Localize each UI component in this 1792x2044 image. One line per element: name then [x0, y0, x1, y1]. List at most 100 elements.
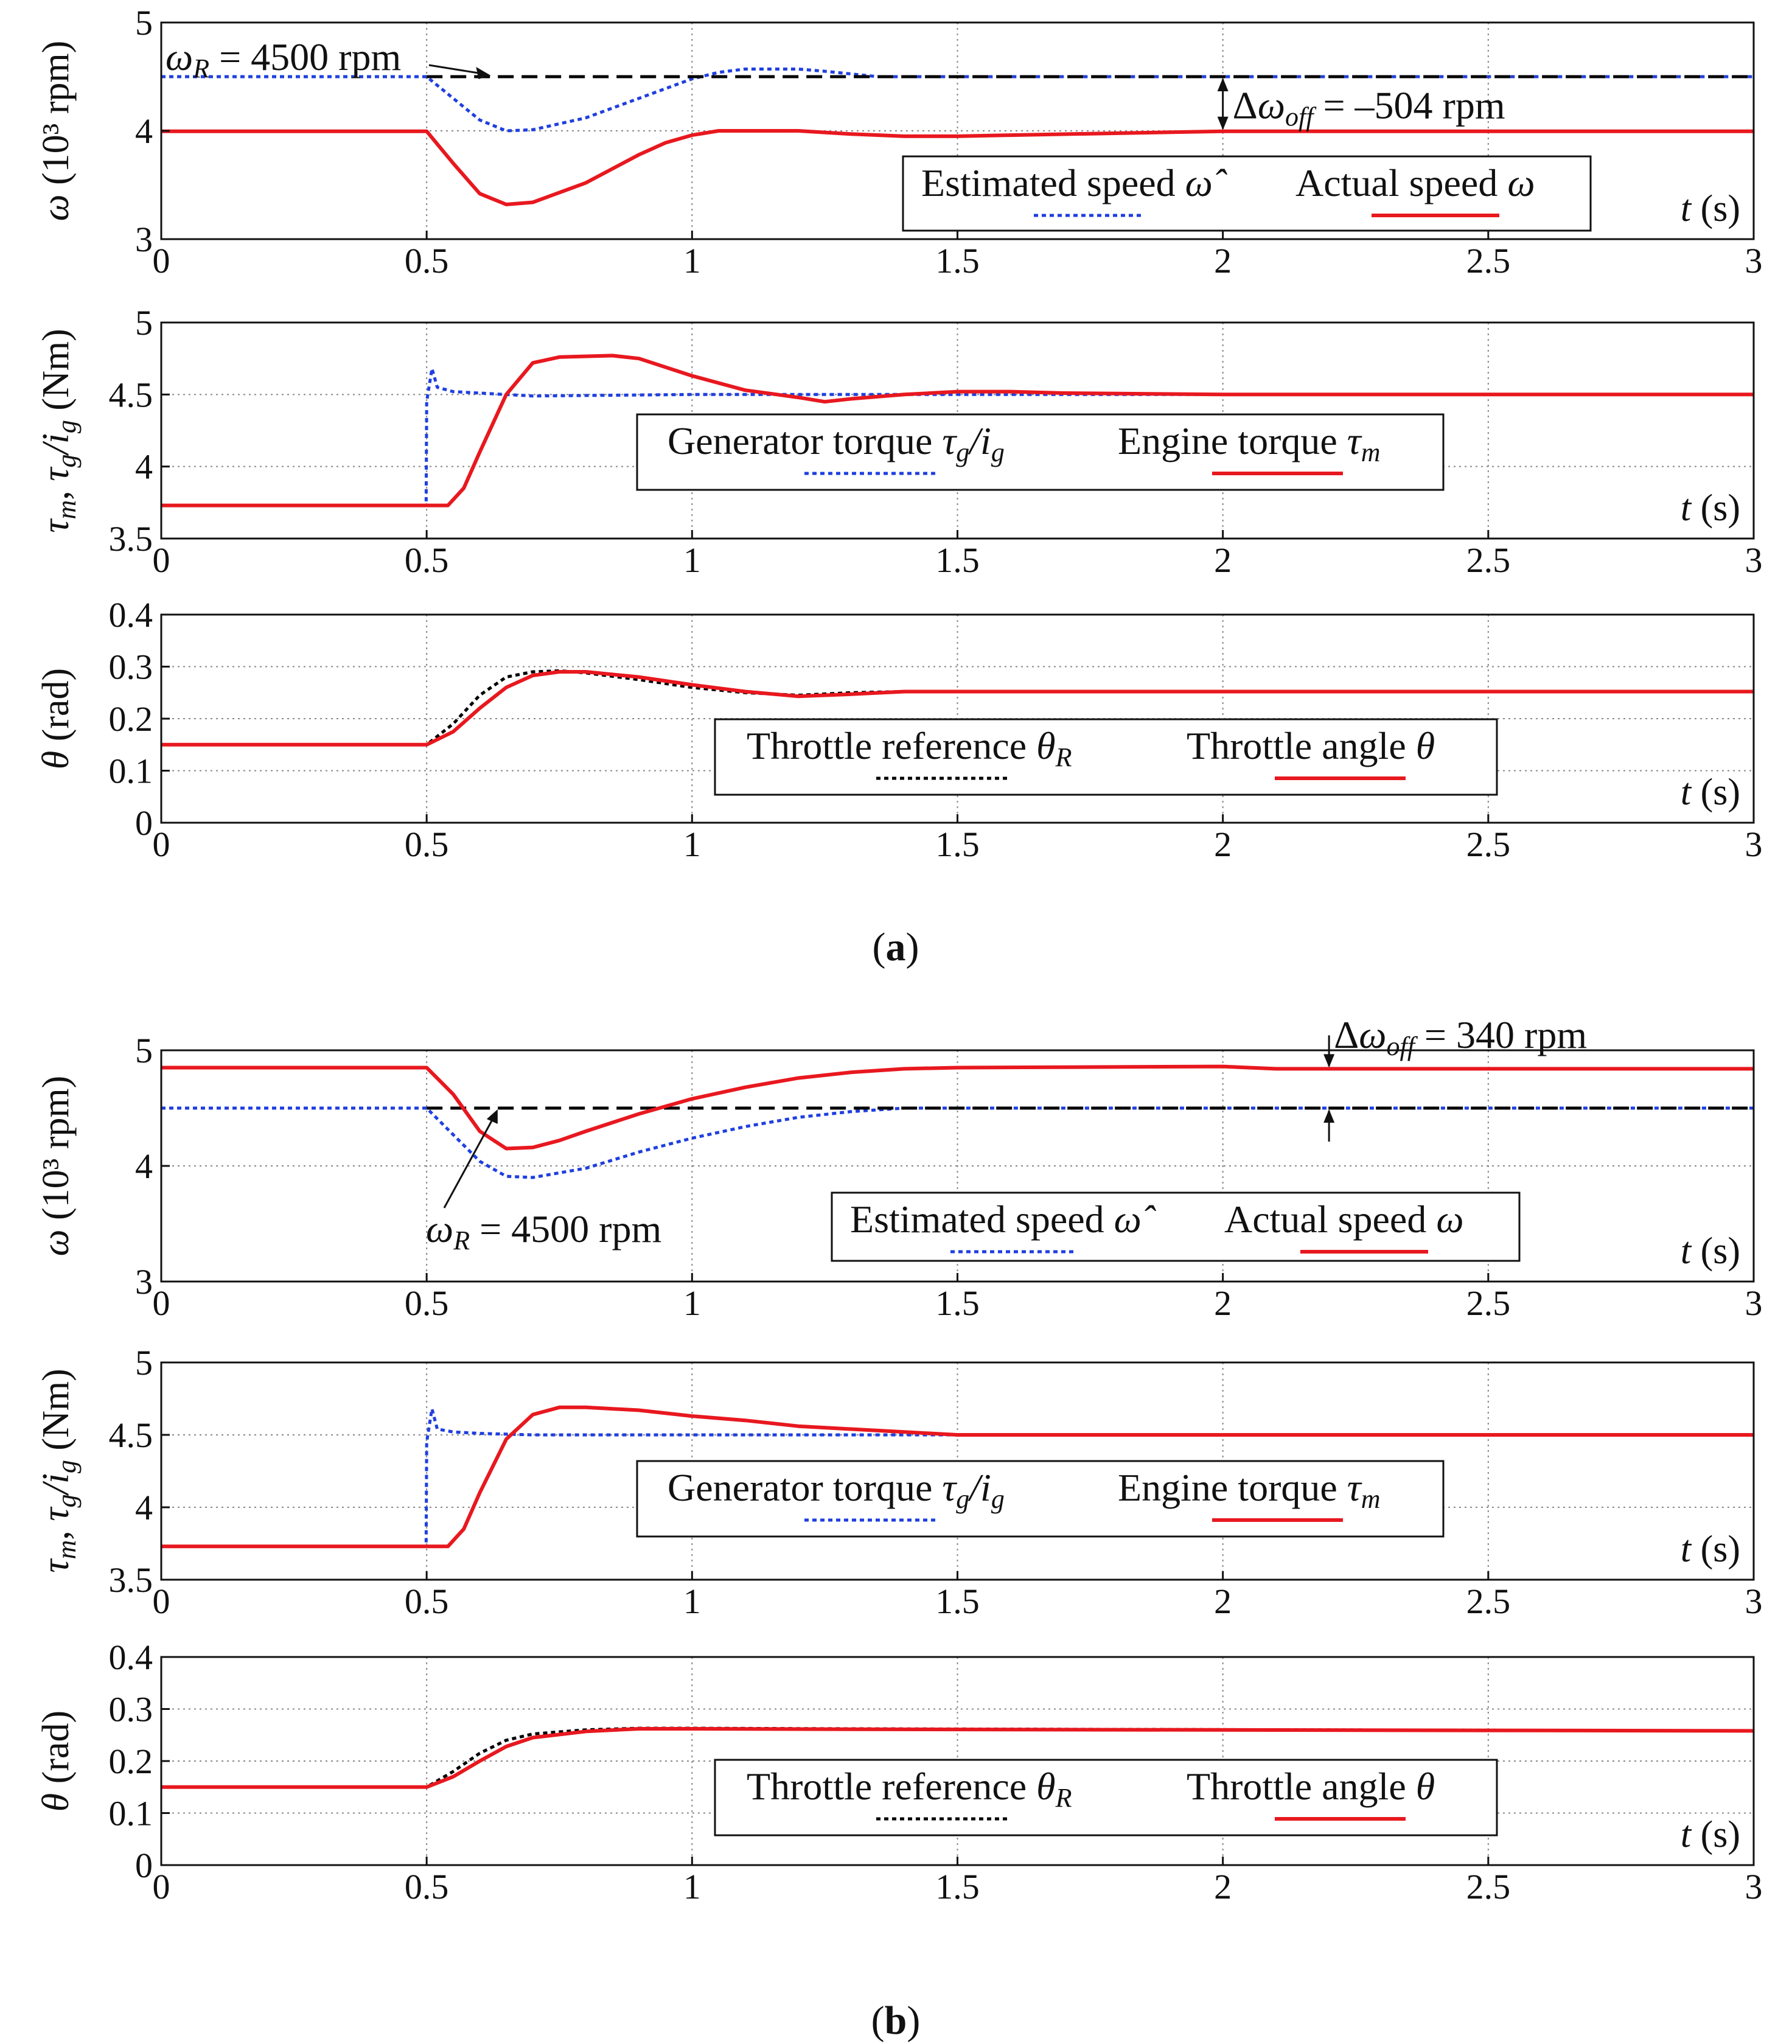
x-tick-label: 0: [153, 1283, 170, 1323]
y-tick-label: 0.3: [109, 1690, 153, 1729]
x-axis-label: t (s): [1681, 1230, 1740, 1272]
x-tick-label: 3: [1745, 1867, 1763, 1906]
annotation-text: Δωoff = –504 rpm: [1233, 84, 1505, 132]
series-line: [161, 129, 1754, 206]
y-tick-label: 0: [135, 1846, 153, 1885]
legend-box: [636, 1460, 1445, 1538]
y-tick-label: 5: [135, 3, 153, 43]
y-tick-label: 4: [135, 111, 153, 151]
x-tick-label: 1: [683, 241, 701, 281]
x-tick-label: 0: [153, 825, 170, 864]
x-tick-label: 3: [1745, 825, 1763, 864]
x-tick-label: 0.5: [405, 1582, 449, 1621]
x-tick-label: 1: [683, 1283, 701, 1323]
x-tick-label: 3: [1745, 241, 1763, 281]
x-tick-label: 2: [1214, 1867, 1232, 1906]
x-tick-label: 2.5: [1466, 1582, 1511, 1621]
y-tick-label: 5: [135, 1031, 153, 1070]
x-tick-label: 2.5: [1466, 825, 1511, 864]
x-tick-label: 1: [683, 540, 701, 580]
x-tick-label: 1.5: [935, 1582, 980, 1621]
series-line: [161, 1727, 1754, 1789]
y-axis-label: θ (rad): [35, 668, 77, 769]
x-tick-label: 2: [1214, 241, 1232, 281]
arrow-head: [1217, 78, 1229, 91]
legend-label: Actual speed ω: [1224, 1198, 1464, 1241]
arrow-head: [486, 1109, 498, 1124]
y-tick-label: 0.4: [109, 595, 153, 635]
x-tick-label: 0: [153, 1867, 170, 1906]
y-axis-label: τm, τg/ig (Nm): [35, 329, 82, 532]
x-tick-label: 3: [1745, 1582, 1763, 1621]
y-tick-label: 3: [135, 220, 153, 259]
legend-box: [714, 1759, 1498, 1836]
panels: 0 0.5 1 1.5 2 2.5 3 3 4 5 ω (10³ rpm) t (s) Estimate…: [35, 3, 1763, 1906]
series-line: [161, 1407, 1754, 1548]
x-tick-label: 0: [153, 1582, 170, 1621]
x-tick-label: 2: [1214, 1283, 1232, 1323]
x-tick-label: 1.5: [935, 540, 980, 580]
y-axis-label: ω (10³ rpm): [35, 41, 77, 221]
series-line: [161, 1106, 1754, 1179]
legend-label: Throttle angle θ: [1187, 724, 1435, 767]
y-tick-label: 4.5: [109, 1415, 153, 1455]
y-axis-label: ω (10³ rpm): [35, 1076, 77, 1257]
x-tick-label: 2: [1214, 825, 1232, 864]
caption-a: (a): [873, 925, 919, 969]
x-axis-label: t (s): [1681, 1529, 1740, 1570]
x-tick-label: 2.5: [1466, 1867, 1511, 1906]
chart-a-speed: 0 0.5 1 1.5 2 2.5 3 3 4 5 ω (10³ rpm) t (s) Estimate…: [35, 3, 1763, 281]
x-tick-label: 1.5: [935, 1867, 980, 1906]
y-tick-label: 4: [135, 1146, 153, 1186]
x-axis-label: t (s): [1681, 188, 1740, 229]
x-tick-label: 1: [683, 1582, 701, 1621]
annotation-text: ωR = 4500 rpm: [426, 1207, 661, 1255]
chart-a-torque: 0 0.5 1 1.5 2 2.5 3 3.5 4 4.5 5 τm, τg/ig (Nm) t (s)…: [35, 303, 1763, 580]
x-tick-label: 1.5: [935, 241, 980, 281]
x-tick-label: 1.5: [935, 825, 980, 864]
series-line: [161, 367, 1754, 508]
y-tick-label: 0.3: [109, 647, 153, 687]
legend-label: Generator torque τg/ig: [668, 419, 1005, 467]
y-tick-label: 5: [135, 303, 153, 343]
legend-box: [831, 1191, 1521, 1262]
y-tick-label: 3: [135, 1262, 153, 1302]
caption-a-letter: a: [886, 925, 906, 969]
y-tick-label: 0.2: [109, 1742, 153, 1781]
legend-label: Estimated speed ω̂: [921, 161, 1227, 204]
legend: Generator torque τg/ig Engine torque τm: [636, 1460, 1445, 1538]
annotation: ωR = 4500 rpm: [426, 1109, 661, 1255]
x-tick-label: 3: [1745, 540, 1763, 580]
chart-a-throttle: 0 0.5 1 1.5 2 2.5 300.10.20.30.4θ (rad)t (s)Th…: [35, 595, 1763, 864]
x-tick-label: 1: [683, 825, 701, 864]
legend-label: Throttle angle θ: [1187, 1765, 1435, 1808]
legend-label: Engine torque τm: [1118, 1466, 1380, 1514]
x-tick-label: 2: [1214, 1582, 1232, 1621]
arrow-head: [1217, 116, 1229, 130]
annotation: Δωoff = 340 rpm: [1323, 1013, 1587, 1142]
y-tick-label: 3.5: [109, 519, 153, 559]
annotation-arrow: [443, 1116, 495, 1209]
y-tick-label: 5: [135, 1343, 153, 1383]
x-tick-label: 0.5: [405, 825, 449, 864]
x-axis-label: t (s): [1681, 1814, 1740, 1855]
x-tick-label: 1: [683, 1867, 701, 1906]
x-tick-label: 2.5: [1466, 540, 1511, 580]
chart-b-torque: 0 0.5 1 1.5 2 2.5 3 3.5 4 4.5 5 τm, τg/ig (Nm) t (s)…: [35, 1343, 1763, 1621]
legend-label: Generator torque τg/ig: [668, 1466, 1005, 1514]
legend: Throttle reference θR Throttle angle θ: [714, 718, 1498, 796]
annotation: Δωoff = –504 rpm: [1217, 78, 1505, 132]
annotation: ωR = 4500 rpm: [166, 35, 491, 83]
legend: Generator torque τg/ig Engine torque τm: [636, 413, 1445, 491]
y-tick-label: 0.2: [109, 699, 153, 739]
caption-b: (b): [871, 1998, 921, 2043]
y-axis-label: τm, τg/ig (Nm): [35, 1369, 82, 1572]
y-tick-label: 4.5: [109, 375, 153, 414]
x-tick-label: 0.5: [405, 540, 449, 580]
x-tick-label: 2.5: [1466, 1283, 1511, 1323]
x-tick-label: 0: [153, 241, 170, 281]
series-line: [161, 670, 1754, 747]
y-tick-label: 3.5: [109, 1560, 153, 1600]
x-tick-label: 3: [1745, 1283, 1763, 1323]
